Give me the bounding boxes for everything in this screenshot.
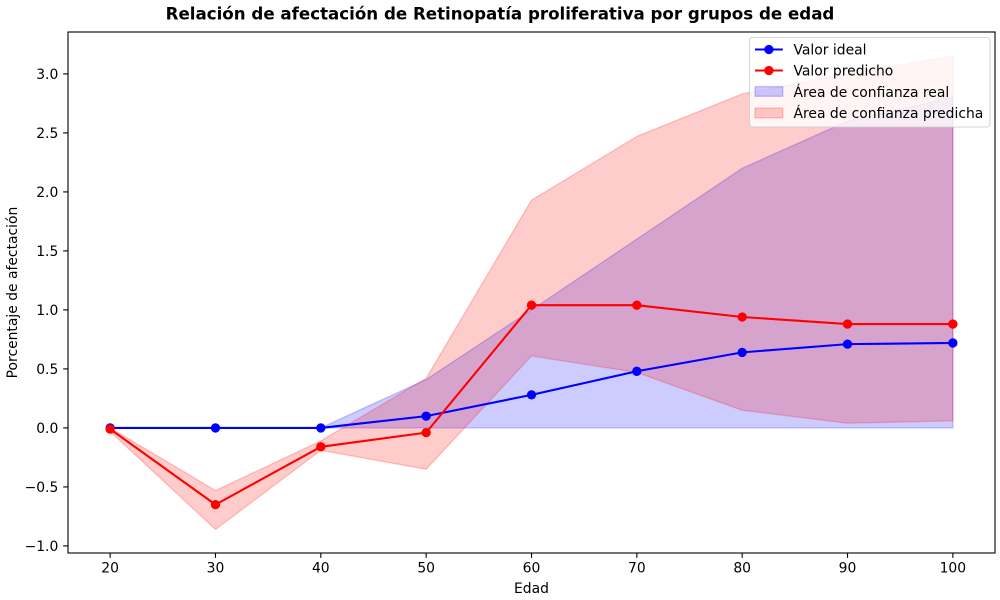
y-tick-label: 1.5 <box>36 244 58 260</box>
x-axis: 20 30 40 50 60 70 80 90 100 <box>101 553 966 577</box>
legend-marker-swatch <box>764 65 774 76</box>
chart-title: Relación de afectación de Retinopatía pr… <box>166 5 835 24</box>
legend-label: Valor predicho <box>794 64 894 80</box>
y-tick-label: 0.5 <box>36 362 58 378</box>
x-tick-label: 80 <box>733 561 751 577</box>
ideal-value-point <box>948 338 958 348</box>
y-tick-label: 3.0 <box>36 67 58 83</box>
x-tick-label: 50 <box>417 561 435 577</box>
legend-marker-swatch <box>764 44 774 55</box>
predicted-value-point <box>421 427 431 438</box>
y-axis-label: Porcentaje de afectación <box>5 207 21 379</box>
y-tick-label: −1.0 <box>25 539 59 555</box>
legend-item-area-confianza-real: Área de confianza real <box>754 83 950 101</box>
legend-label: Área de confianza predicha <box>794 104 984 122</box>
y-tick-label: 2.5 <box>36 126 58 142</box>
x-tick-label: 90 <box>839 561 857 577</box>
x-tick-label: 70 <box>628 561 646 577</box>
predicted-value-point <box>632 300 642 310</box>
y-tick-label: 0.0 <box>36 421 58 437</box>
ideal-value-point <box>632 366 642 376</box>
y-axis: −1.0 −0.5 0.0 0.5 1.0 1.5 2.0 2.5 3.0 <box>25 67 68 555</box>
x-tick-label: 40 <box>312 561 330 577</box>
predicted-value-point <box>842 319 853 329</box>
legend-item-area-confianza-predicha: Área de confianza predicha <box>754 104 984 122</box>
legend-band-swatch <box>754 85 784 97</box>
legend-label: Área de confianza real <box>794 83 950 101</box>
y-tick-label: −0.5 <box>25 480 59 496</box>
predicted-value-point <box>948 319 958 329</box>
predicted-value-series <box>105 300 958 510</box>
real-confidence-band <box>109 96 954 429</box>
predicted-value-point <box>210 499 221 510</box>
legend-label: Valor ideal <box>794 43 867 59</box>
predicted-value-point <box>526 300 537 310</box>
ideal-value-point <box>421 411 431 421</box>
x-tick-label: 20 <box>101 561 119 577</box>
x-tick-label: 100 <box>940 561 967 577</box>
predicted-value-point <box>737 312 747 322</box>
legend-item-valor-predicho: Valor predicho <box>755 64 893 80</box>
y-tick-label: 2.0 <box>36 185 58 201</box>
ideal-value-point <box>737 347 747 358</box>
legend-frame <box>748 36 991 128</box>
predicted-value-point <box>105 424 115 434</box>
x-tick-label: 30 <box>207 561 225 577</box>
ideal-value-point <box>210 423 221 433</box>
x-axis-label: Edad <box>514 581 549 597</box>
legend-item-valor-ideal: Valor ideal <box>755 43 867 59</box>
legend: Valor ideal Valor predicho Área de confi… <box>748 36 991 128</box>
ideal-value-point <box>842 339 853 349</box>
legend-band-swatch <box>754 107 784 119</box>
y-tick-label: 1.0 <box>36 303 58 319</box>
x-tick-label: 60 <box>523 561 541 577</box>
predicted-value-point <box>316 442 326 452</box>
ideal-value-point <box>316 423 326 433</box>
data-series <box>105 300 958 510</box>
ideal-value-point <box>526 390 537 400</box>
